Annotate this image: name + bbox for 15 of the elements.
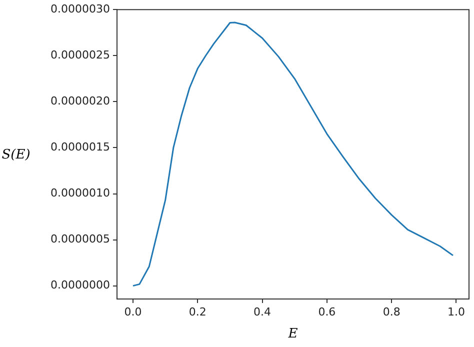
y-tick-label: 0.0000005 xyxy=(50,232,110,246)
x-tick-label: 1.0 xyxy=(447,305,465,318)
x-tick-label: 0.0 xyxy=(124,305,142,318)
x-axis-title: E xyxy=(287,326,298,342)
y-tick-label: 0.0000015 xyxy=(50,140,110,154)
y-axis-title: S(E) xyxy=(2,147,30,162)
y-tick-label: 0.0000010 xyxy=(50,186,110,200)
x-tick-label: 0.4 xyxy=(254,305,272,318)
x-tick-label: 0.8 xyxy=(382,305,400,318)
x-tick-label: 0.6 xyxy=(318,305,336,318)
y-tick-label: 0.0000030 xyxy=(50,2,110,16)
x-tick-label: 0.2 xyxy=(188,305,206,318)
y-tick-label: 0.0000000 xyxy=(50,278,110,292)
y-tick-label: 0.0000020 xyxy=(50,94,110,108)
y-tick-label: 0.0000025 xyxy=(50,48,110,62)
